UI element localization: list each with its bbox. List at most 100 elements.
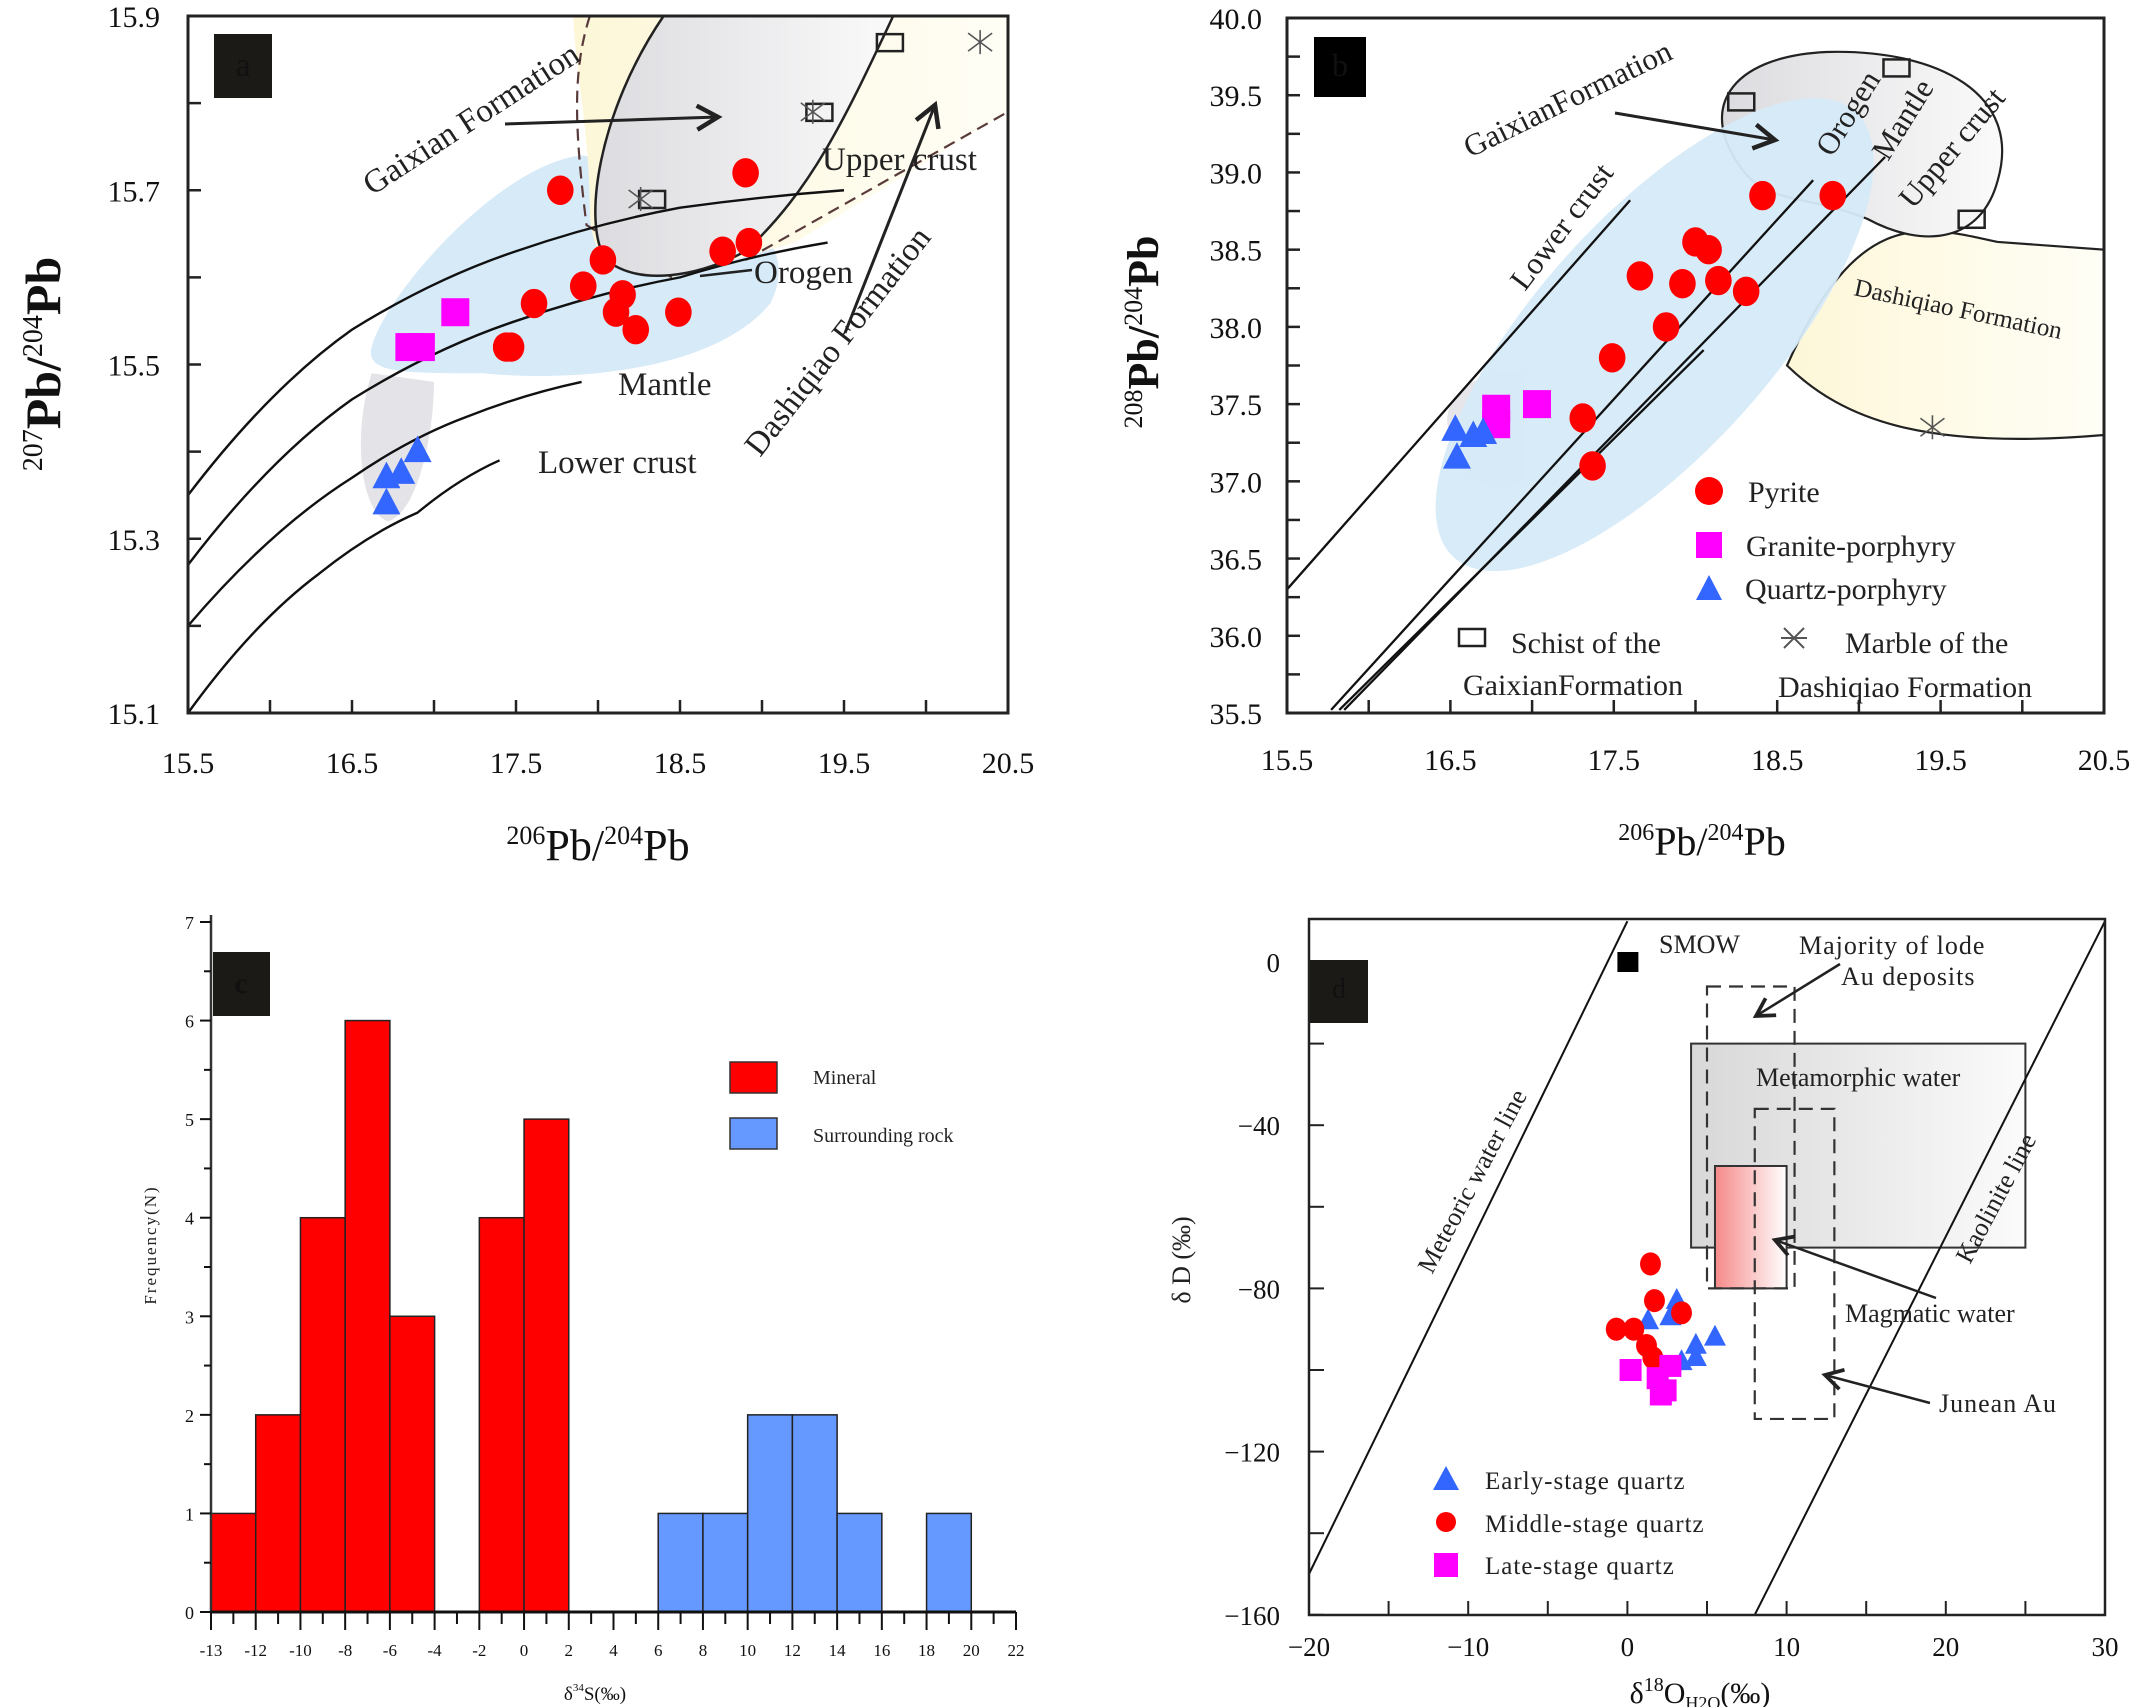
x-tick-label: 16 <box>873 1641 890 1660</box>
x-tick-label: -8 <box>338 1641 352 1660</box>
legend-label-late-stage: Late-stage quartz <box>1485 1553 1675 1580</box>
x-tick-label: 12 <box>784 1641 801 1660</box>
panel-c-ticks: -13 -12 -10 -8 -6 -4 -2 0 2 4 6 8 10 12 14 16 18 20 220123… <box>185 913 1025 1660</box>
x-tick-label: 14 <box>829 1641 847 1660</box>
svg-text:δ34S(‰): δ34S(‰) <box>564 1682 626 1705</box>
y-tick-label: 15.9 <box>108 1 161 34</box>
orogen-line <box>1330 179 1814 711</box>
x-tick-label: 17.5 <box>1588 744 1641 777</box>
y-tick-label: −40 <box>1238 1111 1280 1141</box>
y-label-sup-204: 204 <box>18 315 49 357</box>
x-tick-label: 19.5 <box>818 747 871 780</box>
x-tick-label: 18.5 <box>1751 744 1804 777</box>
panel-a-points <box>372 30 993 515</box>
y-tick-label: 39.5 <box>1210 80 1263 113</box>
histogram-bar <box>925 1512 973 1613</box>
panel-b-growth-curves <box>1286 156 1886 711</box>
data-point <box>1882 58 1911 78</box>
legend-label-quartz-porphyry: Quartz-porphyry <box>1745 573 1947 606</box>
panel-d-badge-label: d <box>1332 974 1346 1005</box>
y-tick-label: 15.5 <box>108 350 161 383</box>
data-point <box>1703 1324 1726 1346</box>
annotation-meteoric-water-line: Meteoric water line <box>1412 1084 1533 1277</box>
data-point <box>1441 414 1470 441</box>
panel-c-badge-label: c <box>234 967 247 1000</box>
y-tick-label: −80 <box>1238 1274 1280 1304</box>
data-point <box>967 30 993 55</box>
svg-text:206Pb/204Pb: 206Pb/204Pb <box>1618 819 1786 864</box>
histogram-bar <box>657 1512 704 1613</box>
y-tick-label: −160 <box>1224 1601 1280 1631</box>
x-tick-label: -13 <box>200 1641 223 1660</box>
panel-b: 15.5 16.5 17.5 18.5 19.5 20.5 35.5 36.0 36.5 37.0… <box>1119 3 2130 864</box>
y-label-main-2-b: Pb <box>1119 236 1168 287</box>
series-granite-porphyry <box>395 298 470 362</box>
panel-a-badge <box>214 34 272 98</box>
data-point <box>372 461 401 489</box>
y-tick-label: −120 <box>1224 1438 1280 1468</box>
panel-c-badge <box>213 952 270 1016</box>
panel-d: −20 −10 0 10 20 30 −160 −120 −80 −40 0 d SMOW Majo… <box>1167 917 2119 1707</box>
data-point <box>1626 261 1654 291</box>
panel-b-regions <box>1435 50 2106 572</box>
y-tick-label: 3 <box>185 1307 194 1327</box>
data-point <box>1644 1289 1665 1313</box>
annotation-majority-lode-1: Majority of lode <box>1799 931 1985 960</box>
data-point <box>805 102 834 123</box>
annotation-orogen: Orogen <box>754 255 853 291</box>
x-tick-label: -4 <box>428 1641 443 1660</box>
data-point <box>800 99 826 124</box>
magmatic-arrow <box>1771 1234 1937 1300</box>
junean-arrow <box>1821 1368 1931 1405</box>
data-point <box>1579 451 1606 481</box>
mantle-curve <box>187 380 582 627</box>
panel-d-regions <box>1308 920 2106 1616</box>
data-point <box>1819 180 1847 211</box>
panel-b-y-axis-label: 208Pb/204Pb <box>1119 236 1168 429</box>
junean-au-box <box>1753 1107 1836 1421</box>
upper-crust-curve <box>187 189 845 496</box>
data-point <box>589 245 617 275</box>
panel-a-badge-label: a <box>235 47 250 84</box>
series-surrounding-rock <box>657 1414 973 1613</box>
panel-b-points <box>1441 58 1986 481</box>
legend-marker-pyrite <box>1695 477 1723 505</box>
x-tick-label: −10 <box>1447 1632 1489 1662</box>
data-point <box>875 32 905 53</box>
x-tick-label: -12 <box>244 1641 267 1660</box>
series-middle-stage-quartz <box>1605 1252 1692 1370</box>
y-tick-label: 6 <box>185 1012 194 1032</box>
panel-a-y-axis-label: 207Pb/204Pb <box>15 257 71 472</box>
y-tick-label: 36.5 <box>1210 544 1263 577</box>
data-point <box>403 435 432 463</box>
x-tick-label: 15.5 <box>162 747 215 780</box>
y-tick-label: 2 <box>185 1406 194 1426</box>
y-tick-label: 37.0 <box>1210 466 1263 499</box>
y-tick-label: 38.5 <box>1210 235 1263 268</box>
x-label-sup-206-b: 206 <box>1618 820 1654 846</box>
data-point <box>1684 1332 1707 1354</box>
x-label-main-2-b: Pb <box>1744 819 1786 864</box>
legend-swatch-mineral <box>729 1061 778 1094</box>
data-point <box>1957 209 1986 230</box>
lower-crust-line <box>1286 199 1632 591</box>
histogram-bar <box>254 1414 302 1613</box>
y-tick-label: 40.0 <box>1210 3 1263 36</box>
data-point <box>665 297 692 327</box>
x-label-unit: (‰) <box>1720 1677 1770 1707</box>
x-label-main-1-b: Pb/ <box>1654 819 1708 864</box>
data-point <box>709 236 736 266</box>
x-label-delta-d: δ <box>1630 1677 1644 1707</box>
data-point <box>732 158 759 188</box>
panel-d-legend: Early-stage quartz Middle-stage quartz L… <box>1433 1466 1704 1580</box>
panel-a-ticks: 15.5 16.5 17.5 18.5 19.5 20.5 15.1 15.3 15.5 15.7… <box>108 1 1035 780</box>
legend-label-granite-porphyry: Granite-porphyry <box>1746 530 1956 563</box>
y-tick-label: 5 <box>185 1110 194 1130</box>
legend-marker-quartz-porphyry <box>1696 575 1722 600</box>
x-tick-label: 18 <box>918 1641 935 1660</box>
data-point <box>1652 312 1680 342</box>
data-point <box>1619 1359 1642 1381</box>
data-point <box>1659 1354 1682 1377</box>
legend-label-marble-2: Dashiqiao Formation <box>1778 671 2032 704</box>
